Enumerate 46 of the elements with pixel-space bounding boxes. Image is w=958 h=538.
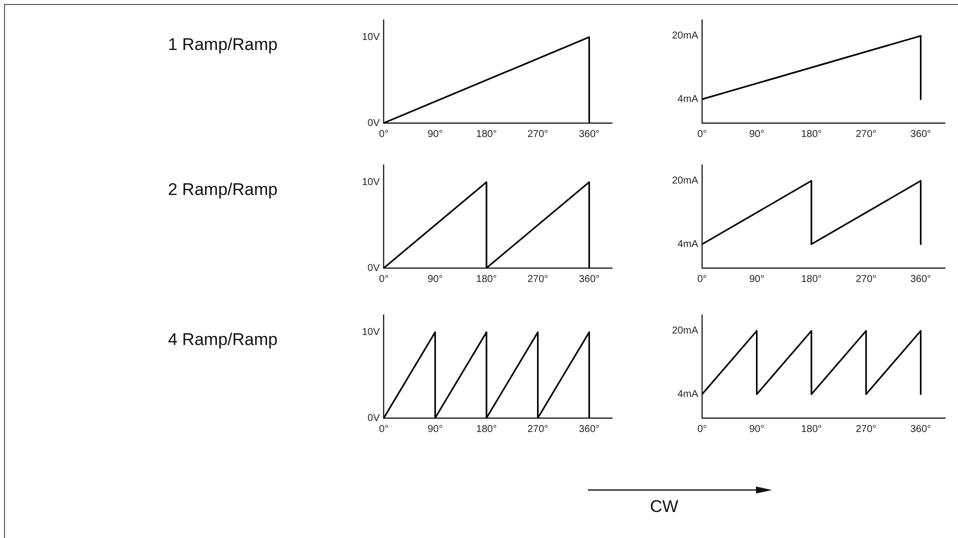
x-tick-label: 360°: [578, 424, 600, 435]
x-tick-label: 90°: [749, 128, 764, 140]
x-tick-label: 90°: [749, 424, 764, 435]
y-tick-label: 20mA: [672, 326, 698, 337]
y-tick-label: 10V: [362, 326, 380, 338]
y-tick-label: 0V: [368, 412, 380, 424]
text: 2 Ramp/Ramp: [168, 180, 278, 200]
x-tick-label: 180°: [476, 424, 497, 435]
y-tick-label: 20mA: [672, 176, 698, 187]
x-tick-label: 270°: [856, 274, 876, 285]
y-tick-label: 4mA: [678, 94, 698, 105]
x-tick-label: 360°: [910, 424, 932, 435]
x-tick-label: 270°: [527, 274, 548, 285]
y-tick-label: 10V: [362, 32, 380, 43]
x-tick-label: 180°: [801, 128, 822, 140]
x-tick-label: 0°: [379, 274, 389, 285]
x-tick-label: 180°: [476, 128, 497, 140]
y-tick-label: 10V: [362, 176, 380, 188]
x-tick-label: 0°: [697, 424, 707, 435]
text: CW: [650, 497, 678, 517]
x-tick-label: 360°: [910, 128, 932, 140]
x-tick-label: 0°: [379, 128, 389, 140]
x-tick-label: 90°: [428, 424, 443, 435]
x-tick-label: 180°: [801, 274, 822, 285]
x-tick-label: 360°: [910, 274, 932, 285]
x-tick-label: 0°: [379, 424, 389, 435]
y-tick-label: 0V: [368, 118, 380, 129]
x-tick-label: 90°: [749, 274, 764, 285]
x-tick-label: 0°: [697, 128, 707, 140]
x-tick-label: 90°: [428, 274, 443, 285]
x-tick-label: 0°: [697, 274, 707, 285]
text: 4 Ramp/Ramp: [168, 330, 278, 350]
x-tick-label: 180°: [476, 274, 497, 285]
x-tick-label: 180°: [801, 424, 822, 435]
x-tick-label: 270°: [856, 128, 876, 140]
x-tick-label: 360°: [578, 274, 600, 285]
y-tick-label: 0V: [368, 262, 380, 274]
text: 1 Ramp/Ramp: [168, 35, 278, 55]
x-tick-label: 270°: [527, 424, 548, 435]
y-tick-label: 4mA: [678, 238, 698, 250]
x-tick-label: 270°: [856, 424, 876, 435]
x-tick-label: 270°: [527, 128, 548, 140]
x-tick-label: 360°: [578, 128, 600, 140]
y-tick-label: 20mA: [672, 30, 698, 42]
x-tick-label: 90°: [428, 128, 443, 140]
y-tick-label: 4mA: [678, 388, 698, 400]
